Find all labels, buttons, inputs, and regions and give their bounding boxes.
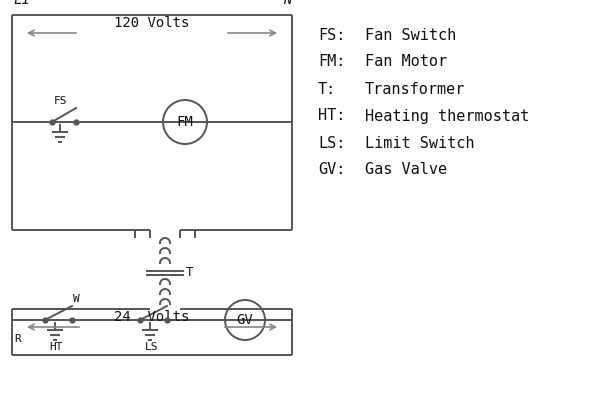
Text: Heating thermostat: Heating thermostat	[365, 108, 529, 124]
Text: FM:: FM:	[318, 54, 345, 70]
Text: W: W	[73, 294, 80, 304]
Text: R: R	[14, 334, 21, 344]
Text: Fan Motor: Fan Motor	[365, 54, 447, 70]
Text: HT: HT	[50, 342, 63, 352]
Text: HT:: HT:	[318, 108, 345, 124]
Text: T:: T:	[318, 82, 336, 96]
Text: L1: L1	[13, 0, 30, 7]
Text: Limit Switch: Limit Switch	[365, 136, 474, 150]
Text: LS: LS	[145, 342, 158, 352]
Text: 120 Volts: 120 Volts	[114, 16, 190, 30]
Text: N: N	[283, 0, 291, 7]
Text: LS:: LS:	[318, 136, 345, 150]
Text: T: T	[186, 266, 194, 280]
Text: GV:: GV:	[318, 162, 345, 178]
Text: FS:: FS:	[318, 28, 345, 42]
Text: Fan Switch: Fan Switch	[365, 28, 456, 42]
Text: 24  Volts: 24 Volts	[114, 310, 190, 324]
Text: FM: FM	[176, 115, 194, 129]
Text: Gas Valve: Gas Valve	[365, 162, 447, 178]
Text: GV: GV	[237, 313, 253, 327]
Text: FS: FS	[54, 96, 67, 106]
Text: Transformer: Transformer	[365, 82, 466, 96]
